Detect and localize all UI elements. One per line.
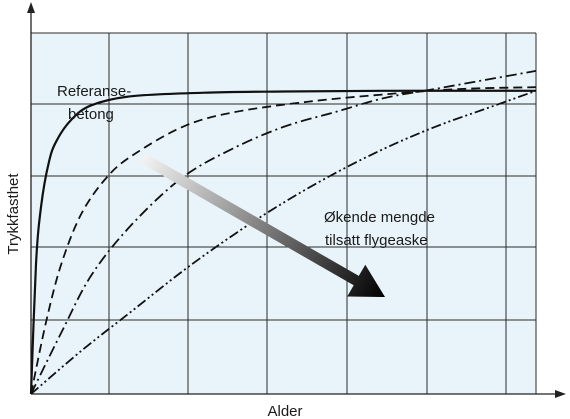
reference-label-line2: betong [68,106,114,123]
y-axis-label: Trykkfasthet [5,173,22,255]
series-layer [29,70,537,395]
x-axis-arrowhead [555,390,566,398]
series-line-dash-dot [30,70,537,395]
arrow-label-line1: Økende mengde [324,209,435,226]
trend-arrow-shape [139,153,385,297]
plot-background [31,33,536,394]
reference-label-line1: Referanse- [57,83,131,100]
axes [27,2,566,398]
grid [31,32,537,394]
series-line-solid [29,89,537,395]
series-line-dashed [30,86,537,395]
x-axis-label: Alder [267,403,302,419]
trend-arrow [139,153,385,297]
arrow-label-line2: tilsatt flygeaske [325,232,428,249]
series-line-dash-dot-dot [30,89,537,395]
y-axis-arrowhead [27,2,35,13]
